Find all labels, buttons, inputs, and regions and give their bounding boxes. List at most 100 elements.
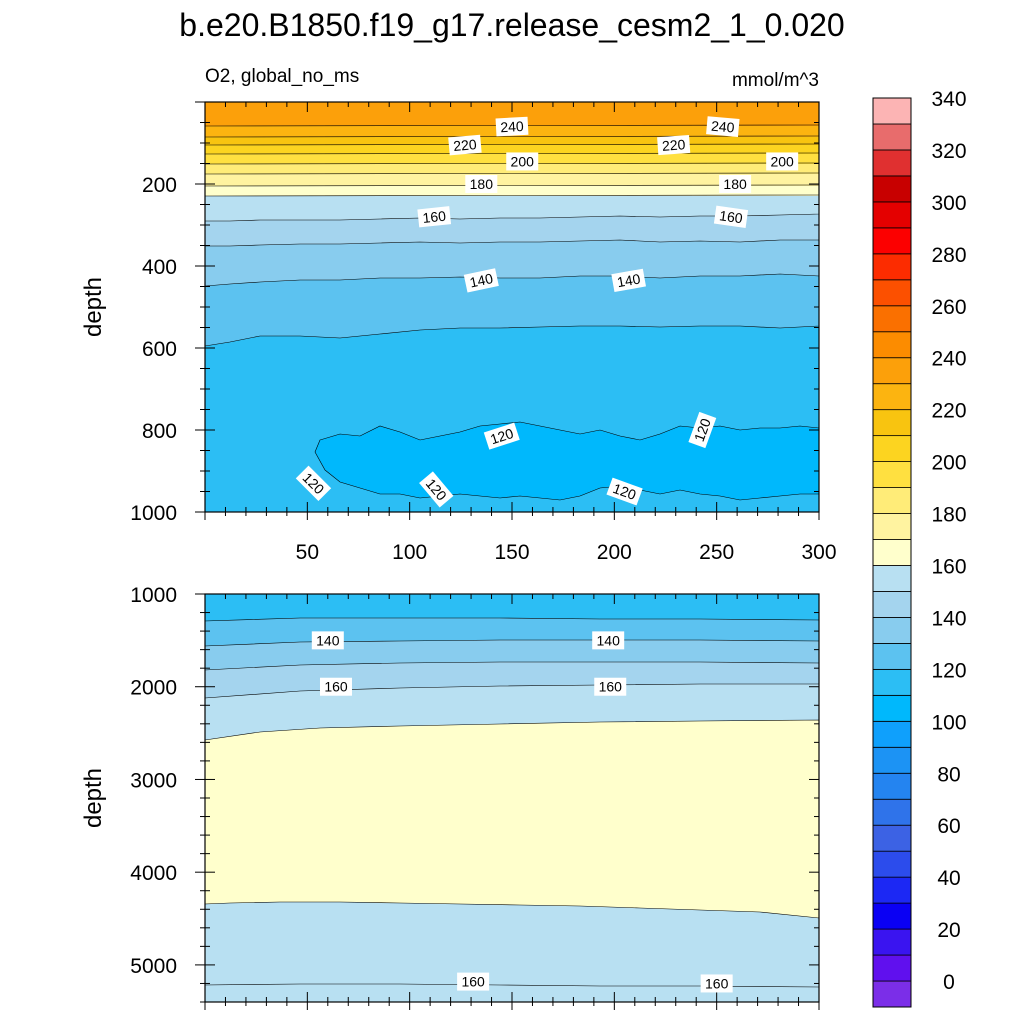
colorbar-label: 20 (937, 919, 960, 942)
colorbar-label: 140 (931, 607, 966, 630)
contour-label: 220 (448, 134, 482, 156)
colorbar-swatch (872, 746, 912, 774)
colorbar-swatch (872, 617, 912, 644)
contour-label-box (594, 677, 627, 696)
y-tick-label: 200 (142, 174, 177, 197)
contour-label-box (706, 116, 740, 137)
chart-subtitle-left: O2, global_no_ms (205, 66, 359, 87)
contour-label-box (463, 268, 499, 293)
contour-label: 160 (713, 205, 749, 228)
colorbar-label: 220 (931, 400, 966, 423)
colorbar-swatch (872, 798, 912, 826)
fill-band-110-120 (314, 421, 819, 501)
contour-label: 240 (495, 116, 529, 137)
contour-label-box (483, 422, 520, 450)
contour-label-box (766, 152, 799, 171)
contour-label-text: 140 (597, 632, 621, 648)
contour-label-box (719, 175, 752, 193)
contour-label-box (700, 974, 733, 993)
contour-label-box (295, 465, 332, 501)
x-tick-label: 200 (597, 541, 632, 564)
contour-label-text: 220 (453, 136, 478, 154)
colorbar-swatch (872, 409, 912, 437)
colorbar-swatch (872, 824, 912, 852)
upper-contour-labels: 240 240 220 220 200 200 180 180 160 160 140 140 120 1… (295, 116, 799, 508)
x-tick-label: 250 (699, 541, 734, 564)
contour-label-text: 220 (661, 136, 686, 154)
contour-label-text: 160 (324, 679, 348, 695)
contour-label: 120 (483, 422, 520, 450)
contour-label-box (657, 134, 691, 156)
y-tick-label: 600 (142, 338, 177, 361)
colorbar-swatch (872, 435, 912, 462)
contour-label-text: 140 (316, 632, 340, 648)
y-tick-label: 2000 (130, 677, 177, 700)
y-tick-label: 800 (142, 420, 177, 443)
contour-label: 240 (706, 116, 740, 137)
colorbar-label: 280 (931, 244, 966, 267)
colorbar-swatch (872, 175, 912, 203)
contour-label-text: 160 (718, 207, 744, 226)
colorbar-swatch (872, 850, 912, 878)
contour-label: 160 (594, 677, 627, 696)
contour-label: 140 (592, 631, 625, 650)
contour-label: 180 (719, 175, 752, 193)
colorbar-swatch (872, 980, 912, 1008)
colorbar-label: 340 (931, 88, 966, 111)
colorbar-label: 100 (931, 711, 966, 734)
contour-label-box (457, 972, 490, 991)
contour-label: 120 (688, 411, 717, 449)
colorbar-frame (872, 97, 912, 1008)
contour-label-text: 120 (611, 480, 639, 503)
colorbar-swatch (872, 253, 912, 281)
contour-label: 120 (419, 471, 454, 508)
colorbar-label: 0 (943, 971, 955, 994)
contour-label-box (419, 471, 454, 508)
contour-label: 160 (700, 974, 733, 993)
y-tick-label: 400 (142, 256, 177, 279)
colorbar-swatch (872, 591, 912, 618)
contour-label-text: 160 (599, 679, 623, 695)
contour-label-box (448, 134, 482, 156)
contour-label-text: 200 (511, 153, 535, 169)
lower-fill-layer (205, 594, 819, 1002)
contour-label-text: 120 (488, 425, 515, 448)
colorbar-swatch (872, 565, 912, 592)
colorbar-swatch (872, 643, 912, 670)
contour-label-box (592, 631, 625, 650)
lower-ylabel: depth (80, 768, 107, 828)
contour-label-text: 140 (468, 270, 494, 291)
contour-label-text: 160 (705, 975, 729, 991)
contour-label-box (495, 116, 529, 137)
x-tick-label: 50 (296, 541, 319, 564)
colorbar: 0 20 40 60 80 100 120 140 160 180 200 220 240 260 280 3… (872, 88, 967, 1008)
y-tick-label: 3000 (130, 769, 177, 792)
contour-label: 120 (606, 477, 643, 506)
colorbar-swatch (872, 149, 912, 177)
contour-label: 180 (465, 175, 498, 193)
colorbar-swatch (872, 305, 912, 333)
colorbar-swatch (872, 902, 912, 930)
fill-band-170-180 (205, 719, 819, 919)
colorbar-label: 80 (937, 763, 960, 786)
contour-label: 160 (457, 972, 490, 991)
contour-label: 140 (311, 631, 344, 650)
colorbar-swatch (872, 97, 912, 125)
contour-label-box (713, 205, 749, 228)
contour-label: 220 (657, 134, 691, 156)
colorbar-label: 200 (931, 452, 966, 475)
x-tick-label: 150 (494, 541, 529, 564)
colorbar-swatch (872, 954, 912, 982)
colorbar-swatch (872, 331, 912, 359)
colorbar-swatch (872, 487, 912, 514)
x-tick-label: 100 (392, 541, 427, 564)
colorbar-swatch (872, 694, 912, 722)
colorbar-swatch (872, 928, 912, 956)
contour-label-text: 140 (616, 270, 642, 290)
contour-label-box (506, 152, 539, 171)
contour-label-box (319, 677, 352, 696)
contour-label: 140 (463, 268, 499, 293)
